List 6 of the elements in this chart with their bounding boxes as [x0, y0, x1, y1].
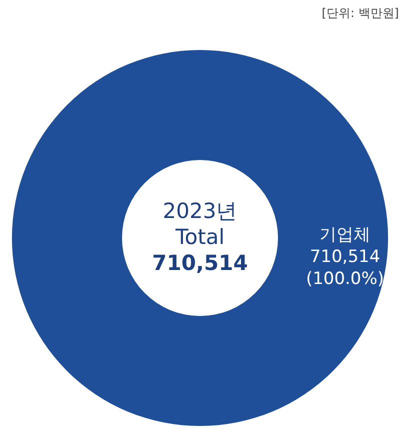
text: [단위: 백만원]: [322, 6, 399, 20]
data-label: 710,514 (100.0%): [306, 247, 384, 289]
text: 2023년: [162, 199, 238, 223]
text: 710,514: [152, 251, 248, 275]
slice-label: 기업체: [320, 225, 370, 245]
text: Total: [174, 225, 225, 249]
